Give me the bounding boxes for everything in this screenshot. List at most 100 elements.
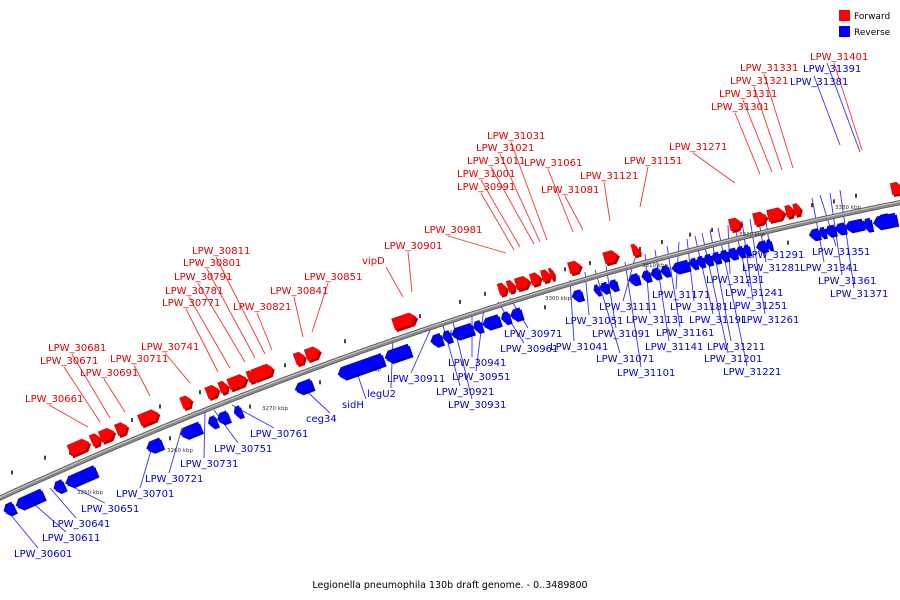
gene-lpw-31371-leader xyxy=(839,189,855,289)
gene-lpw-31331-leader xyxy=(763,73,794,169)
gene-lpw-30701-label: LPW_30701 xyxy=(116,489,174,500)
gene-lpw-30681-label: LPW_30681 xyxy=(48,343,106,354)
tick-3310-kbp: 3310 kbp xyxy=(642,263,668,269)
gene-lpw-30641-label: LPW_30641 xyxy=(52,519,110,530)
gene-lpw-30721-leader xyxy=(168,427,183,474)
gene-lpw-31071-label: LPW_31071 xyxy=(596,354,654,365)
gene-lpw-31351-arrow xyxy=(834,222,846,234)
gene-mark xyxy=(159,404,161,409)
gene-lpw-31351-leader xyxy=(819,194,837,247)
gene-lpw-30771-leader xyxy=(185,308,219,373)
gene-lpw-30951-label: LPW_30951 xyxy=(452,372,510,383)
gene-lpw-31151-label: LPW_31151 xyxy=(624,156,682,167)
gene-lpw-30721-label: LPW_30721 xyxy=(145,474,203,485)
gene-lpw-31301-arrow xyxy=(752,211,767,226)
gene-lpw-31331-arrow xyxy=(792,203,801,216)
tick-3330-kbp: 3330 kbp xyxy=(835,205,861,211)
gene-lpw-30991-leader xyxy=(480,192,515,251)
gene-lpw-30851-arrow xyxy=(303,346,320,362)
gene-lpw-30751-arrow xyxy=(217,410,230,424)
gene-legu2-label: legU2 xyxy=(367,389,396,400)
gene-lpw-30651-arrow xyxy=(65,465,98,487)
gene-lpw-31161-arrow xyxy=(671,259,690,273)
gene-lpw-31141-leader xyxy=(654,249,670,342)
gene-lpw-31061-label: LPW_31061 xyxy=(524,158,582,169)
gene-lpw-31071-arrow xyxy=(599,281,609,293)
gene-lpw-31021-arrow xyxy=(540,269,550,283)
gene-lpw-30961-label: LPW_30961 xyxy=(500,344,558,355)
gene-lpw-30801-label: LPW_30801 xyxy=(183,258,241,269)
gene-lpw-30691-label: LPW_30691 xyxy=(80,368,138,379)
gene-lpw-30661-leader xyxy=(48,404,89,428)
gene-mark xyxy=(459,299,461,304)
gene-lpw-31331-label: LPW_31331 xyxy=(740,63,798,74)
gene-lpw-31081-leader xyxy=(564,195,584,231)
gene-lpw-31311-leader xyxy=(742,99,773,173)
gene-lpw-31211-leader xyxy=(709,229,732,342)
gene-lpw-30741-leader xyxy=(164,352,191,384)
gene-mark xyxy=(11,470,13,475)
gene-ceg34-arrow xyxy=(294,378,314,394)
gene-lpw-31221-label: LPW_31221 xyxy=(723,367,781,378)
gene-lpw-30741-label: LPW_30741 xyxy=(141,342,199,353)
gene-lpw-30931-arrow xyxy=(451,322,474,339)
gene-lpw-31101-label: LPW_31101 xyxy=(617,368,675,379)
gene-lpw-31401-label: LPW_31401 xyxy=(810,52,868,63)
gene-mark xyxy=(544,305,546,310)
gene-mark xyxy=(811,203,813,208)
gene-lpw-30701-arrow xyxy=(146,437,164,452)
gene-lpw-31011-leader xyxy=(490,166,535,245)
gene-lpw-31261-label: LPW_31261 xyxy=(741,315,799,326)
gene-lpw-31141-label: LPW_31141 xyxy=(645,342,703,353)
label-leader-lines xyxy=(9,62,863,549)
gene-lpw-31311-label: LPW_31311 xyxy=(719,89,777,100)
gene-lpw-31121-leader xyxy=(603,181,611,222)
gene-lpw-30761-label: LPW_30761 xyxy=(250,429,308,440)
gene-mark xyxy=(44,455,46,460)
chromosome-backbone xyxy=(0,199,900,501)
gene-lpw-30851-label: LPW_30851 xyxy=(304,272,362,283)
gene-lpw-31341-arrow xyxy=(824,224,836,236)
gene-lpw-30811-label: LPW_30811 xyxy=(192,246,250,257)
gene-lpw-31091-label: LPW_31091 xyxy=(592,329,650,340)
gene-lpw-31071-leader xyxy=(594,269,621,354)
gene-ceg34-label: ceg34 xyxy=(306,414,337,425)
gene-lpw-30941-label: LPW_30941 xyxy=(448,358,506,369)
gene-lpw-31061-arrow xyxy=(567,260,581,275)
gene-lpw-31211-arrow xyxy=(719,249,729,261)
gene-lpw-30731-arrow xyxy=(208,415,218,428)
genome-caption: Legionella pneumophila 130b draft genome… xyxy=(312,580,587,591)
gene-lpw-31281-label: LPW_31281 xyxy=(742,263,800,274)
gene-lpw-31271-label: LPW_31271 xyxy=(669,142,727,153)
gene-lpw-31131-label: LPW_31131 xyxy=(626,315,684,326)
gene-lpw-30711-arrow xyxy=(137,409,159,427)
gene-lpw-31241-label: LPW_31241 xyxy=(725,288,783,299)
gene-lpw-31021-label: LPW_31021 xyxy=(476,143,534,154)
gene-lpw-31251-leader xyxy=(741,220,754,301)
gene-lpw-31391-arrow xyxy=(873,212,898,229)
gene-arrows xyxy=(3,181,900,517)
gene-lpw-30701-leader xyxy=(139,446,153,489)
gene-lpw-30601-leader xyxy=(9,513,39,549)
gene-mark xyxy=(689,232,691,237)
tick-3260-kbp: 3260 kbp xyxy=(167,448,193,454)
gene-lpw-30611-arrow xyxy=(15,488,45,509)
gene-lpw-30771-label: LPW_30771 xyxy=(162,298,220,309)
gene-lpw-30731-leader xyxy=(203,411,206,459)
gene-mark xyxy=(564,267,566,272)
gene-mark xyxy=(199,390,201,395)
gene-lpw-31271-arrow xyxy=(728,217,742,232)
gene-lpw-30991-label: LPW_30991 xyxy=(457,182,515,193)
gene-lpw-30741-arrow xyxy=(179,395,192,410)
gene-lpw-30711-label: LPW_30711 xyxy=(110,354,168,365)
gene-lpw-30991-arrow xyxy=(505,280,515,293)
gene-lpw-31361-arrow xyxy=(844,218,864,232)
gene-lpw-31031-arrow xyxy=(548,267,554,280)
gene-lpw-30711-leader xyxy=(133,364,151,397)
gene-lpw-31101-arrow xyxy=(628,273,640,285)
gene-lpw-31131-arrow xyxy=(650,267,661,279)
gene-lpw-30671-label: LPW_30671 xyxy=(40,356,98,367)
gene-lpw-30751-label: LPW_30751 xyxy=(214,444,272,455)
gene-lpw-31381-leader xyxy=(813,75,841,146)
